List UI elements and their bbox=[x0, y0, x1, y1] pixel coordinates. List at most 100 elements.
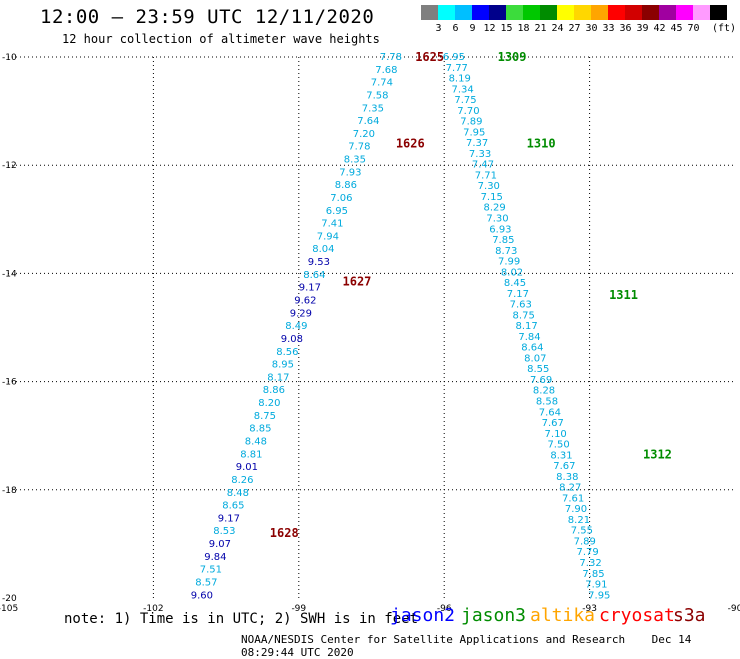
scale-swatch bbox=[557, 5, 574, 20]
wave-height-value: 7.91 bbox=[585, 580, 607, 591]
scale-swatch bbox=[523, 5, 540, 20]
wave-height-value: 8.75 bbox=[513, 310, 535, 321]
wave-height-value: 8.81 bbox=[240, 449, 262, 460]
scale-label: 6 bbox=[452, 23, 459, 34]
wave-height-value: 9.53 bbox=[308, 257, 330, 268]
wave-height-value: 8.17 bbox=[515, 321, 537, 332]
scale-label: 24 bbox=[551, 23, 564, 34]
wave-height-value: 7.67 bbox=[542, 418, 564, 429]
lat-tick-label: -10 bbox=[2, 53, 17, 63]
page-title: 12:00 – 23:59 UTC 12/11/2020 bbox=[40, 6, 375, 28]
wave-height-value: 7.93 bbox=[339, 167, 361, 178]
wave-height-value: 7.95 bbox=[463, 127, 485, 138]
pass-number-label: 1625 bbox=[415, 50, 444, 64]
wave-height-value: 8.20 bbox=[258, 398, 280, 409]
scale-label: 9 bbox=[469, 23, 476, 34]
wave-height-value: 7.15 bbox=[481, 192, 503, 203]
wave-height-value: 7.10 bbox=[545, 429, 567, 440]
wave-height-value: 8.56 bbox=[276, 347, 298, 358]
scale-label: 39 bbox=[636, 23, 649, 34]
wave-height-value: 7.06 bbox=[330, 193, 352, 204]
wave-height-value: 7.84 bbox=[518, 332, 540, 343]
lat-tick-label: -12 bbox=[2, 161, 17, 171]
wave-height-value: 9.29 bbox=[290, 308, 312, 319]
pass-number-label: 1628 bbox=[270, 526, 299, 540]
scale-swatch bbox=[472, 5, 489, 20]
wave-height-value: 8.55 bbox=[527, 364, 549, 375]
wave-height-value: 8.48 bbox=[227, 488, 249, 499]
wave-height-value: 7.74 bbox=[371, 78, 393, 89]
scale-swatch bbox=[676, 5, 693, 20]
scale-label: 27 bbox=[568, 23, 581, 34]
pass-number-label: 1312 bbox=[643, 448, 672, 462]
scale-swatch bbox=[540, 5, 557, 20]
wave-height-value: 8.07 bbox=[524, 353, 546, 364]
scale-label: 18 bbox=[517, 23, 530, 34]
wave-height-value: 8.31 bbox=[550, 450, 572, 461]
wave-height-value: 7.30 bbox=[486, 213, 508, 224]
lon-tick-label: -99 bbox=[291, 604, 306, 614]
wave-height-value: 8.45 bbox=[504, 278, 526, 289]
wave-height-value: 9.60 bbox=[191, 590, 213, 601]
wave-height-value: 7.89 bbox=[460, 117, 482, 128]
wave-height-value: 7.20 bbox=[353, 129, 375, 140]
wave-height-value: 9.01 bbox=[236, 462, 258, 473]
scale-label: 70 bbox=[687, 23, 700, 34]
scale-swatch bbox=[438, 5, 455, 20]
wave-height-value: 7.55 bbox=[571, 526, 593, 537]
wave-height-value: 7.94 bbox=[317, 231, 339, 242]
scale-swatch bbox=[421, 5, 438, 20]
wave-height-value: 8.26 bbox=[231, 475, 253, 486]
wave-height-value: 7.89 bbox=[574, 536, 596, 547]
scale-swatch bbox=[710, 5, 727, 20]
wave-height-value: 7.75 bbox=[454, 95, 476, 106]
wave-height-value: 8.02 bbox=[501, 267, 523, 278]
scale-swatch bbox=[693, 5, 710, 20]
pass-number-label: 1309 bbox=[498, 50, 527, 64]
lon-tick-label: -105 bbox=[0, 604, 18, 614]
wave-height-value: 7.67 bbox=[553, 461, 575, 472]
legend-jason3: jason3 bbox=[461, 605, 527, 626]
wave-height-value: 6.95 bbox=[443, 52, 465, 63]
scale-label: 15 bbox=[500, 23, 513, 34]
scale-label: 42 bbox=[653, 23, 666, 34]
legend-cryosat: cryosat bbox=[599, 605, 675, 626]
wave-height-value: 9.84 bbox=[204, 552, 226, 563]
wave-height-value: 8.73 bbox=[495, 246, 517, 257]
wave-height-value: 8.19 bbox=[449, 74, 471, 85]
lon-tick-label: -102 bbox=[143, 604, 163, 614]
wave-height-value: 7.85 bbox=[582, 569, 604, 580]
scale-label: 36 bbox=[619, 23, 632, 34]
wave-height-value: 7.68 bbox=[375, 65, 397, 76]
scale-label: 3 bbox=[435, 23, 442, 34]
wave-height-value: 7.51 bbox=[200, 565, 222, 576]
wave-height-value: 8.35 bbox=[344, 155, 366, 166]
wave-height-value: 7.78 bbox=[380, 52, 402, 63]
wave-height-value: 7.17 bbox=[507, 289, 529, 300]
legend-s3a: s3a bbox=[673, 605, 706, 626]
wave-height-value: 8.75 bbox=[254, 411, 276, 422]
scale-swatch bbox=[574, 5, 591, 20]
wave-height-value: 7.30 bbox=[478, 181, 500, 192]
wave-height-value: 8.27 bbox=[559, 483, 581, 494]
scale-label: 21 bbox=[534, 23, 547, 34]
wave-height-value: 7.77 bbox=[446, 63, 468, 74]
wave-height-value: 9.17 bbox=[218, 513, 240, 524]
wave-height-value: 7.79 bbox=[577, 547, 599, 558]
wave-height-value: 7.58 bbox=[366, 90, 388, 101]
scale-swatch bbox=[455, 5, 472, 20]
lat-tick-label: -18 bbox=[2, 486, 17, 496]
wave-height-value: 7.50 bbox=[547, 440, 569, 451]
scale-swatch bbox=[489, 5, 506, 20]
wave-height-value: 7.99 bbox=[498, 257, 520, 268]
wave-height-value: 8.21 bbox=[568, 515, 590, 526]
wave-height-value: 8.85 bbox=[249, 424, 271, 435]
wave-height-value: 7.47 bbox=[472, 160, 494, 171]
wave-height-value: 8.64 bbox=[521, 343, 543, 354]
lat-tick-label: -20 bbox=[2, 594, 17, 604]
wave-height-value: 7.90 bbox=[565, 504, 587, 515]
wave-height-value: 9.08 bbox=[281, 334, 303, 345]
pass-number-label: 1311 bbox=[609, 288, 638, 302]
scale-swatch bbox=[591, 5, 608, 20]
